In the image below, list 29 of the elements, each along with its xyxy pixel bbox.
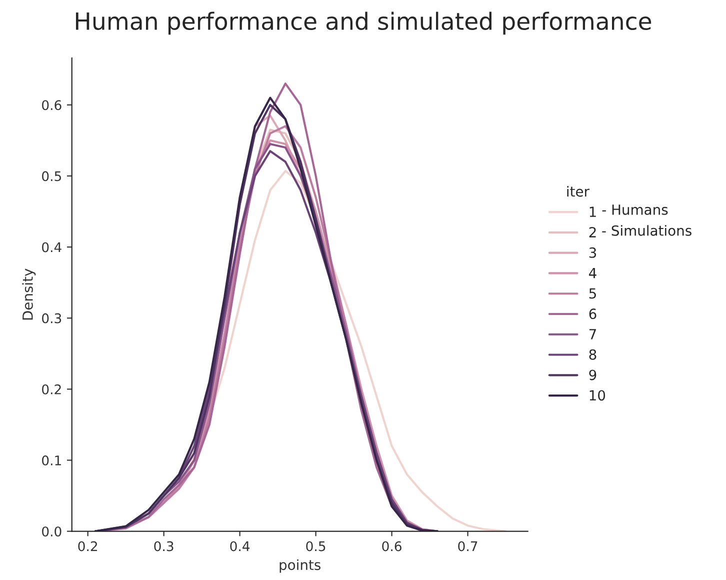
legend-label: 5 bbox=[589, 288, 596, 299]
x-tick-label: 0.5 bbox=[306, 541, 326, 552]
x-tick-label: 0.4 bbox=[230, 541, 250, 552]
legend-label: 4 bbox=[588, 268, 596, 278]
x-tick-label: 0.7 bbox=[458, 541, 478, 552]
legend-title: iter bbox=[567, 186, 590, 197]
text: - Simulations bbox=[602, 225, 692, 236]
y-tick-label: 0.6 bbox=[42, 100, 62, 110]
legend-label: 9 bbox=[589, 370, 596, 380]
x-tick-label: 0.2 bbox=[78, 541, 97, 552]
legend-label: 6 bbox=[589, 308, 596, 320]
text: - Humans bbox=[602, 204, 668, 215]
chart-title: Human performance and simulated performance bbox=[76, 12, 652, 35]
x-tick-label: 0.6 bbox=[382, 541, 402, 552]
y-tick-label: 0.0 bbox=[42, 526, 62, 536]
y-tick-label: 0.1 bbox=[42, 455, 61, 466]
x-axis-title: points bbox=[280, 559, 320, 573]
legend-label: 1 bbox=[590, 206, 596, 217]
y-tick-label: 0.4 bbox=[42, 242, 62, 252]
y-axis-title: Density bbox=[22, 268, 36, 320]
legend-label: 3 bbox=[589, 247, 596, 258]
legend-label: 2 bbox=[589, 227, 596, 238]
legend-label: 7 bbox=[589, 329, 596, 340]
y-tick-label: 0.2 bbox=[42, 384, 61, 394]
legend-label: 8 bbox=[589, 349, 596, 360]
legend-label: 10 bbox=[590, 390, 606, 401]
x-tick-label: 0.3 bbox=[154, 541, 174, 552]
y-tick-label: 0.5 bbox=[42, 171, 61, 182]
y-tick-label: 0.3 bbox=[42, 313, 62, 324]
